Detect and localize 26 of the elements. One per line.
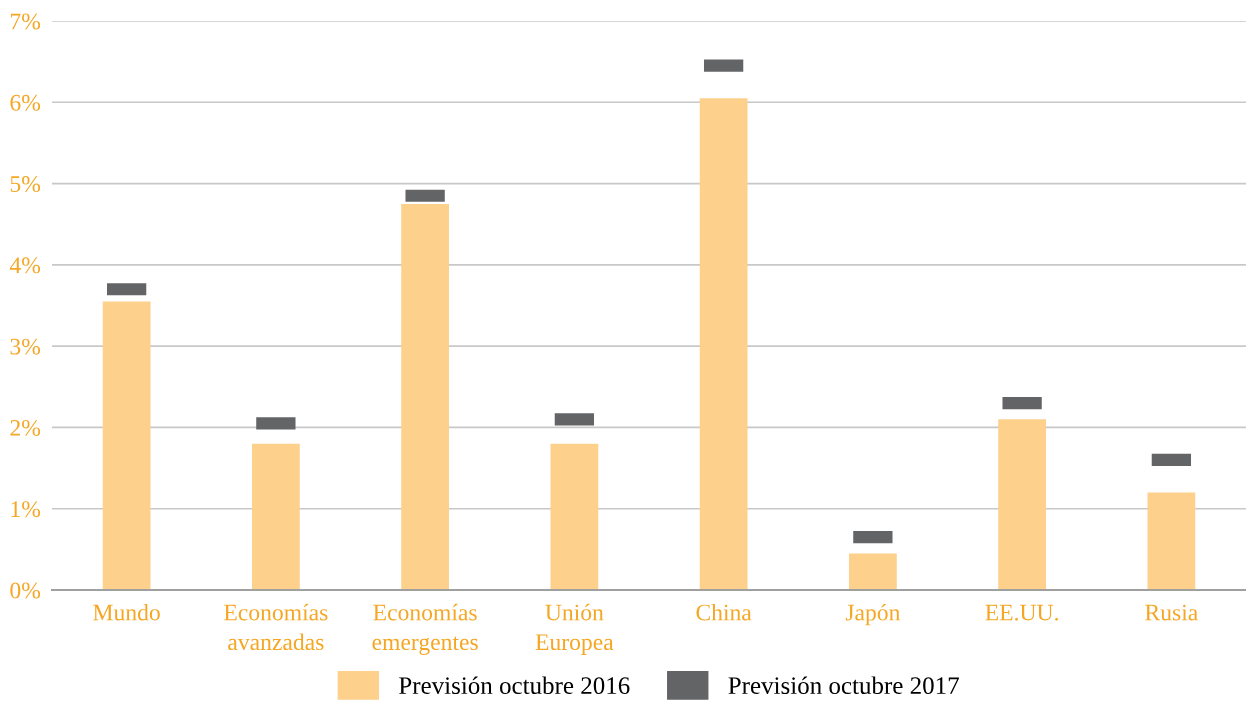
bar bbox=[848, 553, 897, 590]
y-tick-label: 4% bbox=[9, 257, 41, 274]
bar bbox=[401, 203, 450, 590]
y-tick-label: 2% bbox=[10, 419, 41, 436]
x-tick-label: Japón bbox=[845, 603, 901, 626]
bar bbox=[252, 443, 300, 590]
bar bbox=[699, 98, 748, 590]
legend-label: Previsión octubre 2017 bbox=[728, 676, 959, 695]
y-tick-label: 1% bbox=[11, 501, 41, 518]
bar bbox=[1147, 492, 1196, 590]
bar bbox=[550, 443, 599, 590]
y-tick-label: 6% bbox=[10, 94, 41, 111]
x-tick-label: Mundo bbox=[93, 603, 160, 621]
bar bbox=[998, 419, 1046, 590]
legend-label: Previsión octubre 2016 bbox=[399, 676, 630, 695]
y-tick-label: 3% bbox=[10, 338, 41, 355]
y-tick-label: 0% bbox=[10, 582, 41, 599]
x-tick-label: Rusia bbox=[1145, 604, 1198, 621]
y-tick-label: 7% bbox=[10, 13, 41, 30]
x-tick-label: Unión Europea bbox=[535, 603, 614, 655]
x-tick-label: Economías emergentes bbox=[372, 603, 478, 655]
y-tick-label: 5% bbox=[10, 176, 41, 193]
x-tick-label: China bbox=[696, 603, 752, 621]
x-tick-label: Economías avanzadas bbox=[224, 603, 328, 651]
bar bbox=[102, 301, 151, 590]
x-tick-label: EE.UU. bbox=[985, 604, 1058, 621]
